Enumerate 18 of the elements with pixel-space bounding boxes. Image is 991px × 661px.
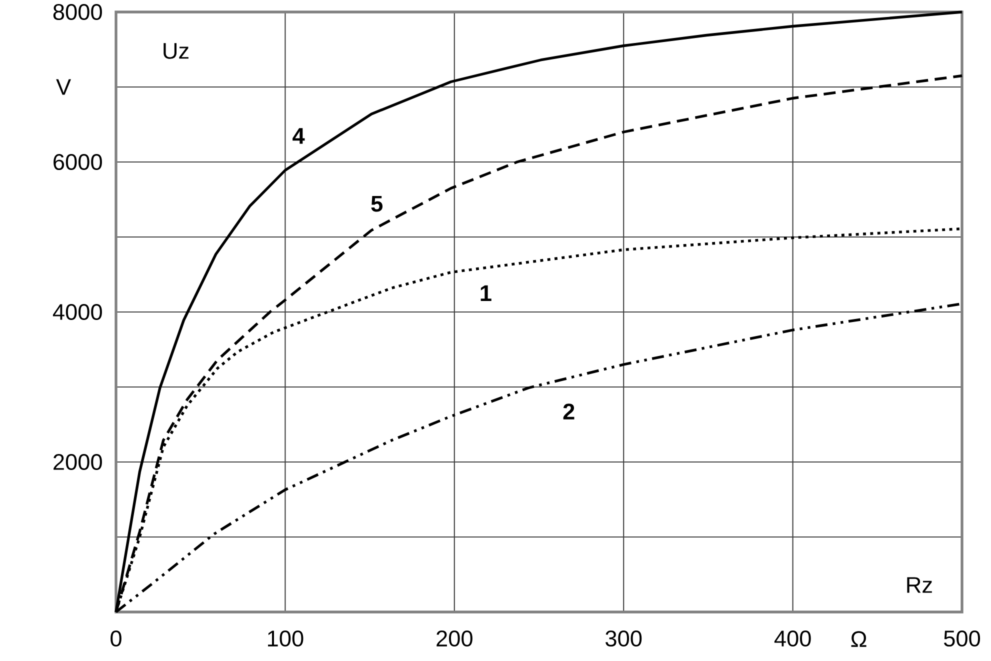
text: Ω: [851, 631, 866, 647]
x-tick-label: 500: [944, 630, 980, 647]
series-label: 5: [371, 196, 383, 212]
y-tick-label: 6000: [54, 154, 102, 170]
series-label: 1: [480, 285, 492, 301]
x-tick-label: 100: [268, 630, 304, 647]
y-axis-title: Uz: [164, 43, 188, 59]
text: V: [56, 79, 72, 95]
y-tick-label: 2000: [54, 454, 102, 470]
series-label: 4: [292, 128, 305, 144]
x-tick-label: 200: [436, 630, 472, 647]
x-axis-title: Rz: [907, 577, 932, 593]
x-tick-label: 400: [774, 630, 811, 647]
y-tick-label: 4000: [52, 304, 102, 320]
series-label: 2: [563, 404, 574, 420]
x-tick-label: 300: [606, 630, 642, 647]
y-tick-label: 8000: [53, 4, 102, 20]
x-tick-label: 0: [110, 630, 122, 647]
